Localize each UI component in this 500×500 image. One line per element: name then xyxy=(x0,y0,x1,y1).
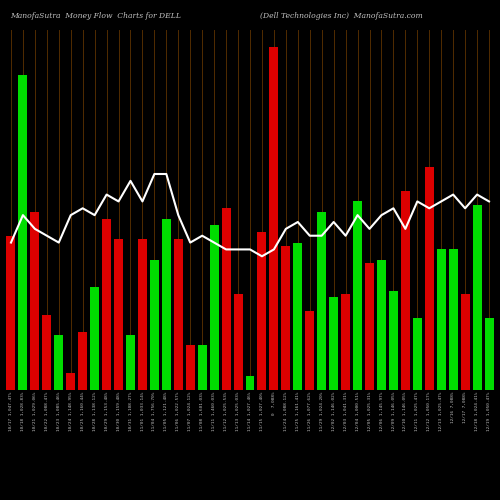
Bar xyxy=(448,250,458,390)
Bar xyxy=(42,314,51,390)
Bar xyxy=(425,167,434,390)
Bar xyxy=(317,212,326,390)
Bar xyxy=(30,212,40,390)
Bar xyxy=(353,202,362,390)
Bar xyxy=(246,376,254,390)
Bar xyxy=(472,205,482,390)
Bar xyxy=(102,218,111,390)
Bar xyxy=(413,318,422,390)
Bar xyxy=(329,298,338,390)
Bar xyxy=(365,263,374,390)
Bar xyxy=(270,47,278,390)
Bar xyxy=(460,294,469,390)
Bar xyxy=(126,335,135,390)
Bar xyxy=(66,373,75,390)
Bar xyxy=(222,208,230,390)
Bar xyxy=(6,236,16,390)
Bar xyxy=(401,191,410,390)
Bar xyxy=(54,335,64,390)
Bar xyxy=(18,74,28,390)
Bar xyxy=(186,346,194,390)
Bar xyxy=(174,239,183,390)
Bar xyxy=(484,318,494,390)
Bar xyxy=(138,239,147,390)
Bar xyxy=(258,232,266,390)
Bar xyxy=(377,260,386,390)
Bar xyxy=(150,260,159,390)
Bar xyxy=(78,332,87,390)
Bar xyxy=(294,242,302,390)
Text: ManofaSutra  Money Flow  Charts for DELL: ManofaSutra Money Flow Charts for DELL xyxy=(10,12,181,20)
Bar xyxy=(341,294,350,390)
Bar xyxy=(210,226,218,390)
Bar xyxy=(90,287,99,390)
Bar xyxy=(306,311,314,390)
Bar xyxy=(436,250,446,390)
Bar xyxy=(198,346,206,390)
Bar xyxy=(234,294,242,390)
Bar xyxy=(114,239,123,390)
Bar xyxy=(162,218,171,390)
Bar xyxy=(389,290,398,390)
Bar xyxy=(282,246,290,390)
Text: (Dell Technologies Inc)  ManofaSutra.com: (Dell Technologies Inc) ManofaSutra.com xyxy=(260,12,423,20)
